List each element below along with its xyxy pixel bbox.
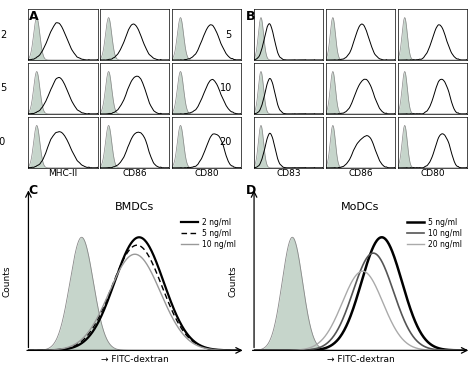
Y-axis label: Counts: Counts bbox=[228, 266, 237, 297]
X-axis label: → FITC-dextran: → FITC-dextran bbox=[327, 354, 394, 364]
Text: C: C bbox=[28, 184, 37, 197]
Text: D: D bbox=[246, 184, 256, 197]
X-axis label: CD83: CD83 bbox=[276, 169, 301, 178]
X-axis label: MHC-II: MHC-II bbox=[48, 169, 78, 178]
X-axis label: CD86: CD86 bbox=[123, 169, 147, 178]
Legend: 2 ng/ml, 5 ng/ml, 10 ng/ml: 2 ng/ml, 5 ng/ml, 10 ng/ml bbox=[180, 216, 237, 250]
Y-axis label: Counts: Counts bbox=[3, 266, 12, 297]
Text: 5: 5 bbox=[226, 30, 232, 39]
Text: 10: 10 bbox=[219, 84, 232, 93]
Text: 20: 20 bbox=[219, 137, 232, 147]
Text: 2: 2 bbox=[0, 30, 6, 39]
X-axis label: → FITC-dextran: → FITC-dextran bbox=[101, 354, 169, 364]
Text: 10: 10 bbox=[0, 137, 6, 147]
Text: B: B bbox=[246, 10, 255, 23]
Title: BMDCs: BMDCs bbox=[115, 201, 155, 212]
Text: 5: 5 bbox=[0, 84, 6, 93]
Title: MoDCs: MoDCs bbox=[341, 201, 380, 212]
X-axis label: CD86: CD86 bbox=[348, 169, 373, 178]
Text: A: A bbox=[28, 10, 38, 23]
Legend: 5 ng/ml, 10 ng/ml, 20 ng/ml: 5 ng/ml, 10 ng/ml, 20 ng/ml bbox=[405, 216, 463, 250]
X-axis label: CD80: CD80 bbox=[194, 169, 219, 178]
X-axis label: CD80: CD80 bbox=[420, 169, 445, 178]
